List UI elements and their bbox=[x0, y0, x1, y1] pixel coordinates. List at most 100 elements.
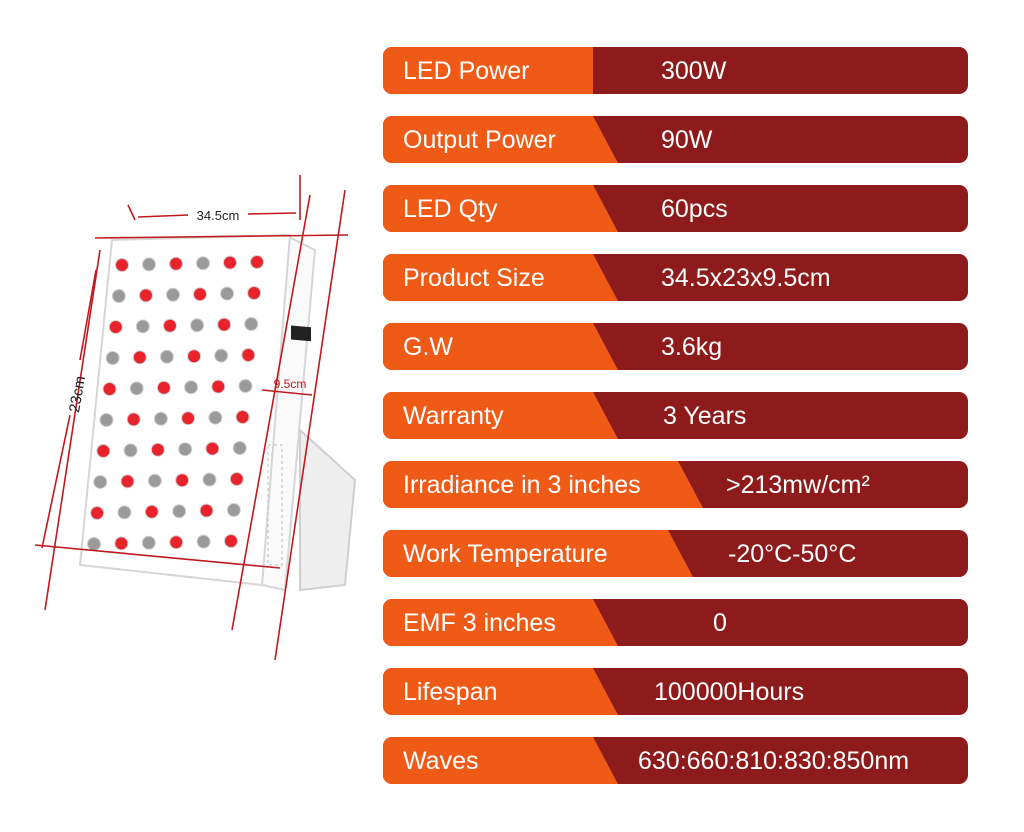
led-bulb bbox=[93, 475, 108, 489]
led-bulb bbox=[162, 318, 177, 333]
led-bulb bbox=[135, 319, 150, 334]
dim-width-label: 34.5cm bbox=[197, 208, 240, 223]
panel-front bbox=[78, 233, 292, 587]
led-bulb bbox=[193, 287, 208, 302]
led-bulb bbox=[159, 349, 174, 364]
led-bulb bbox=[187, 349, 202, 364]
led-bulb bbox=[165, 287, 180, 302]
led-bulb bbox=[238, 379, 253, 393]
led-bulb bbox=[141, 535, 156, 550]
spec-row-lifespan: Lifespan 100000Hours bbox=[383, 668, 968, 715]
spec-label-bg bbox=[383, 185, 618, 232]
led-bulb bbox=[217, 317, 232, 332]
spec-label: EMF 3 inches bbox=[403, 609, 556, 637]
spec-value: 0 bbox=[713, 609, 727, 637]
led-bulb bbox=[156, 380, 171, 395]
spec-label: G.W bbox=[403, 333, 453, 361]
led-bulb bbox=[199, 503, 214, 518]
led-bulb bbox=[175, 473, 190, 488]
spec-row-output-power: Output Power 90W bbox=[383, 116, 968, 163]
led-bulb bbox=[147, 473, 162, 488]
height-arrow-bottom bbox=[41, 414, 71, 549]
led-bulb bbox=[99, 413, 114, 427]
depth-guide-right bbox=[274, 189, 346, 661]
led-bulb bbox=[123, 443, 138, 458]
width-tick-left bbox=[127, 204, 136, 221]
spec-label: Lifespan bbox=[403, 678, 498, 706]
spec-label-bg bbox=[383, 668, 618, 715]
spec-label: Output Power bbox=[403, 126, 556, 154]
dim-height-label: 23cm bbox=[66, 375, 89, 414]
led-bulb bbox=[153, 411, 168, 426]
spec-label-bg bbox=[383, 254, 618, 301]
spec-label-bg bbox=[383, 323, 618, 370]
spec-label-bg bbox=[383, 392, 618, 439]
led-bulb bbox=[214, 348, 229, 363]
led-bulb bbox=[96, 444, 111, 458]
spec-label: LED Power bbox=[403, 57, 530, 85]
dim-depth-label: 9.5cm bbox=[274, 377, 307, 391]
led-bulb bbox=[169, 535, 184, 550]
spec-value: 630:660:810:830:850nm bbox=[638, 747, 910, 775]
led-bulb bbox=[132, 350, 147, 365]
spec-row-warranty: Warranty 3 Years bbox=[383, 392, 968, 439]
led-bulb bbox=[205, 441, 220, 456]
led-bulb bbox=[250, 255, 264, 269]
led-bulb bbox=[111, 289, 126, 303]
led-bulb bbox=[172, 504, 187, 519]
spec-label-bg bbox=[383, 116, 618, 163]
led-bulb bbox=[142, 257, 156, 272]
led-bulb bbox=[223, 255, 237, 270]
led-bulb bbox=[244, 317, 259, 331]
vent-grille bbox=[267, 444, 283, 566]
led-bulb bbox=[241, 348, 256, 362]
led-bulb bbox=[208, 410, 223, 425]
spec-value: 100000Hours bbox=[654, 678, 805, 706]
led-bulb bbox=[224, 534, 238, 548]
spec-label: Irradiance in 3 inches bbox=[403, 471, 641, 499]
spec-value: 34.5x23x9.5cm bbox=[661, 264, 831, 292]
spec-value: 60pcs bbox=[661, 195, 728, 223]
led-bulb bbox=[120, 474, 135, 489]
led-panel-drawing: 34.5cm 23cm 9.5cm bbox=[34, 175, 357, 661]
led-bulb bbox=[184, 380, 199, 395]
spec-row-emf: EMF 3 inches 0 bbox=[383, 599, 968, 646]
led-bulb bbox=[196, 534, 211, 549]
control-display bbox=[291, 325, 311, 342]
led-bulb bbox=[138, 288, 153, 303]
led-bulb bbox=[105, 351, 120, 365]
spec-row-irradiance: Irradiance in 3 inches >213mw/cm² bbox=[383, 461, 968, 508]
height-arrow-top bbox=[79, 269, 97, 361]
spec-value: 3.6kg bbox=[661, 333, 723, 361]
height-guide-line bbox=[44, 249, 101, 611]
led-bulb bbox=[126, 412, 141, 427]
led-bulb bbox=[247, 286, 262, 300]
spec-value: 90W bbox=[661, 126, 713, 154]
led-grid bbox=[87, 255, 264, 551]
led-bulb bbox=[117, 505, 132, 520]
led-bulb bbox=[235, 410, 250, 424]
led-bulb bbox=[190, 318, 205, 333]
led-bulb bbox=[202, 472, 217, 487]
width-arrow-left bbox=[137, 214, 189, 218]
spec-label-bg bbox=[383, 737, 618, 784]
spec-row-gw: G.W 3.6kg bbox=[383, 323, 968, 370]
spec-row-led-power: LED Power 300W bbox=[383, 47, 968, 94]
led-bulb bbox=[226, 503, 241, 517]
led-bulb bbox=[87, 537, 101, 551]
spec-value: 300W bbox=[661, 57, 727, 85]
spec-label-bg bbox=[383, 599, 618, 646]
spec-value: 3 Years bbox=[663, 402, 747, 430]
led-bulb bbox=[229, 472, 244, 486]
width-arrow-right bbox=[247, 212, 297, 215]
led-bulb bbox=[211, 379, 226, 394]
led-bulb bbox=[129, 381, 144, 396]
spec-row-work-temperature: Work Temperature -20°C-50°C bbox=[383, 530, 968, 577]
spec-label-bg bbox=[383, 461, 703, 508]
spec-label: Waves bbox=[403, 747, 479, 775]
bottom-guide-line bbox=[34, 544, 281, 569]
led-bulb bbox=[196, 256, 210, 271]
led-bulb bbox=[90, 506, 105, 520]
led-bulb bbox=[169, 256, 183, 271]
spec-label: Product Size bbox=[403, 264, 545, 292]
